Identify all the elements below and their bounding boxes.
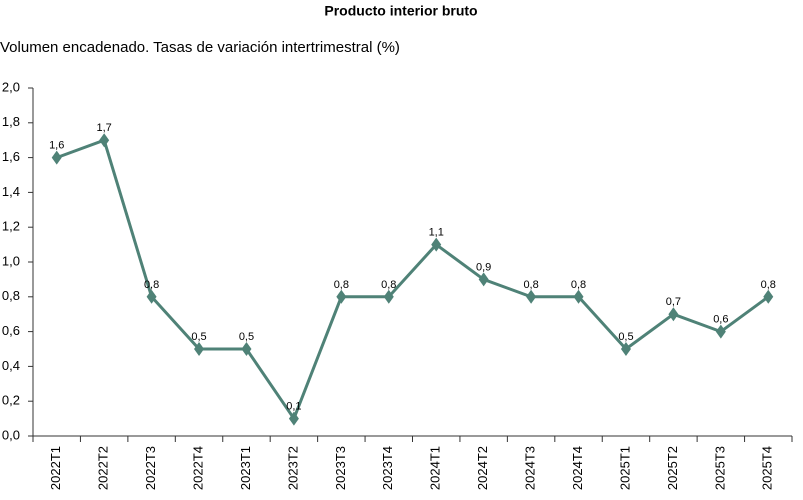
y-tick-label: 1,8 xyxy=(2,114,20,129)
y-tick-label: 1,0 xyxy=(2,253,20,268)
chart-title: Producto interior bruto xyxy=(324,3,477,19)
value-label: 0,1 xyxy=(286,401,301,413)
x-tick-label: 2025T3 xyxy=(712,446,727,490)
marker xyxy=(573,289,584,304)
value-label: 0,5 xyxy=(618,331,633,343)
value-label: 0,5 xyxy=(191,331,206,343)
marker xyxy=(288,411,299,426)
y-tick-label: 0,0 xyxy=(2,427,20,442)
marker xyxy=(431,237,442,252)
x-tick-label: 2023T4 xyxy=(380,446,395,490)
marker xyxy=(478,272,489,287)
value-label: 0,8 xyxy=(144,279,159,291)
value-label: 0,8 xyxy=(334,279,349,291)
x-tick-label: 2022T2 xyxy=(96,446,111,490)
x-tick-label: 2023T1 xyxy=(238,446,253,490)
value-label: 1,1 xyxy=(429,227,444,239)
marker xyxy=(763,289,774,304)
marker xyxy=(241,342,252,356)
y-tick-label: 0,2 xyxy=(2,393,20,408)
x-tick-label: 2025T1 xyxy=(617,446,632,490)
marker xyxy=(99,133,110,148)
marker xyxy=(194,342,205,356)
y-tick-label: 0,6 xyxy=(2,323,20,338)
value-label: 0,8 xyxy=(523,279,538,291)
value-label: 0,9 xyxy=(476,261,491,273)
x-tick-label: 2025T2 xyxy=(665,446,680,490)
x-tick-label: 2022T3 xyxy=(143,446,158,490)
value-label: 1,6 xyxy=(49,140,64,152)
x-tick-label: 2024T4 xyxy=(570,446,585,490)
x-tick-label: 2022T4 xyxy=(190,446,205,490)
y-tick-label: 2,0 xyxy=(2,79,20,94)
value-label: 0,5 xyxy=(239,331,254,343)
x-tick-label: 2024T2 xyxy=(475,446,490,490)
value-label: 0,8 xyxy=(571,279,586,291)
data-line xyxy=(56,138,770,422)
value-label: 0,8 xyxy=(381,279,396,291)
x-tick-label: 2024T1 xyxy=(428,446,443,490)
y-tick-label: 1,4 xyxy=(2,184,20,199)
y-tick-label: 0,4 xyxy=(2,358,20,373)
value-label: 0,6 xyxy=(713,314,728,326)
value-label: 1,7 xyxy=(97,122,112,134)
x-tick-label: 2025T4 xyxy=(760,446,775,490)
x-tick-label: 2023T3 xyxy=(333,446,348,490)
x-tick-label: 2024T3 xyxy=(523,446,538,490)
x-tick-label: 2022T1 xyxy=(48,446,63,490)
marker xyxy=(146,289,157,304)
marker xyxy=(715,324,726,339)
value-label: 0,7 xyxy=(666,296,681,308)
marker xyxy=(668,307,679,322)
chart-subtitle: Volumen encadenado. Tasas de variación i… xyxy=(0,39,400,56)
y-tick-label: 1,6 xyxy=(2,149,20,164)
y-tick-label: 0,8 xyxy=(2,288,20,303)
value-label: 0,8 xyxy=(761,279,776,291)
y-tick-label: 1,2 xyxy=(2,219,20,234)
marker xyxy=(51,150,62,165)
marker xyxy=(620,342,631,356)
marker xyxy=(526,289,537,304)
marker xyxy=(336,289,347,304)
marker xyxy=(383,289,394,304)
x-tick-label: 2023T2 xyxy=(285,446,300,490)
